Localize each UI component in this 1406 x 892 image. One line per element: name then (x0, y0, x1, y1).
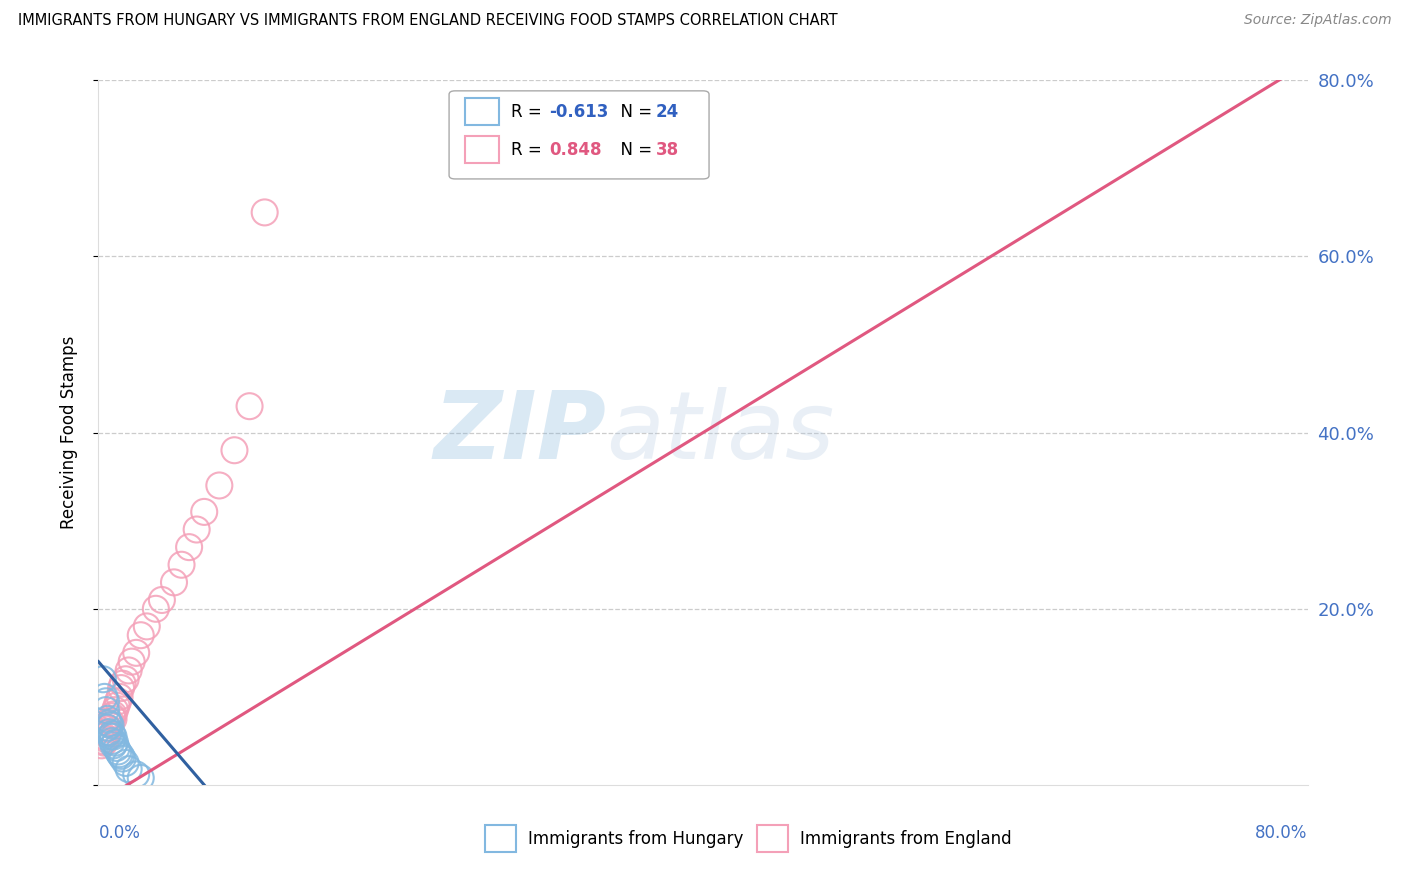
Point (118, 664, 141, 678)
Point (150, 593, 173, 607)
FancyBboxPatch shape (465, 98, 499, 125)
Point (135, 619, 157, 633)
Point (110, 748, 132, 763)
Point (129, 628, 152, 642)
Point (114, 673, 136, 687)
Point (105, 698, 128, 713)
Point (96, 725, 118, 739)
Point (253, 205, 276, 219)
Text: N =: N = (610, 141, 657, 159)
Y-axis label: Receiving Food Stamps: Receiving Food Stamps (59, 336, 77, 529)
Text: 80.0%: 80.0% (1256, 823, 1308, 842)
Text: 0.0%: 0.0% (98, 823, 141, 842)
Point (121, 655, 143, 669)
Point (98, 716, 121, 731)
Text: R =: R = (510, 103, 547, 120)
Point (103, 712, 125, 726)
Point (111, 676, 134, 690)
Point (100, 718, 122, 732)
Point (170, 558, 193, 572)
Point (100, 730, 122, 744)
FancyBboxPatch shape (449, 91, 709, 179)
Point (145, 601, 167, 615)
Point (179, 540, 201, 554)
Point (100, 718, 122, 732)
Point (94, 703, 117, 717)
Text: 24: 24 (655, 103, 679, 120)
Point (163, 575, 186, 590)
Point (111, 751, 134, 765)
Point (94, 694, 117, 708)
Point (193, 505, 215, 519)
Point (107, 744, 129, 758)
Point (110, 681, 132, 695)
Text: Source: ZipAtlas.com: Source: ZipAtlas.com (1244, 13, 1392, 28)
Point (103, 739, 125, 753)
Text: Immigrants from Hungary: Immigrants from Hungary (527, 830, 742, 847)
Point (93, 736, 115, 750)
Point (125, 646, 148, 660)
Point (96, 721, 118, 735)
Text: N =: N = (610, 103, 657, 120)
FancyBboxPatch shape (465, 136, 499, 163)
Point (104, 736, 127, 750)
Text: R =: R = (510, 141, 547, 159)
Text: Immigrants from England: Immigrants from England (800, 830, 1011, 847)
Point (114, 756, 136, 770)
Text: atlas: atlas (606, 387, 835, 478)
Point (186, 523, 208, 537)
Point (98, 725, 121, 739)
Point (125, 767, 148, 781)
Point (108, 747, 131, 761)
Point (129, 771, 152, 785)
Point (91, 673, 114, 687)
Point (94, 727, 117, 741)
Point (105, 741, 128, 756)
Point (93, 690, 115, 704)
Point (107, 694, 129, 708)
FancyBboxPatch shape (758, 825, 787, 852)
Point (94, 732, 117, 747)
Point (98, 716, 121, 731)
Point (101, 727, 124, 741)
Point (103, 707, 125, 722)
Point (208, 478, 231, 492)
Point (108, 690, 131, 704)
FancyBboxPatch shape (485, 825, 516, 852)
Text: 0.848: 0.848 (550, 141, 602, 159)
Point (118, 762, 141, 776)
Text: IMMIGRANTS FROM HUNGARY VS IMMIGRANTS FROM ENGLAND RECEIVING FOOD STAMPS CORRELA: IMMIGRANTS FROM HUNGARY VS IMMIGRANTS FR… (18, 13, 838, 29)
Point (224, 443, 246, 458)
Point (96, 721, 118, 735)
Point (98, 723, 121, 737)
Point (91, 734, 114, 748)
Point (96, 712, 118, 726)
Point (93, 730, 115, 744)
Point (239, 399, 262, 413)
Point (103, 730, 125, 744)
Point (100, 714, 122, 729)
Point (101, 709, 124, 723)
Point (90, 739, 112, 753)
Point (104, 703, 127, 717)
Text: 38: 38 (655, 141, 679, 159)
Text: -0.613: -0.613 (550, 103, 609, 120)
Text: ZIP: ZIP (433, 386, 606, 479)
Point (101, 734, 124, 748)
